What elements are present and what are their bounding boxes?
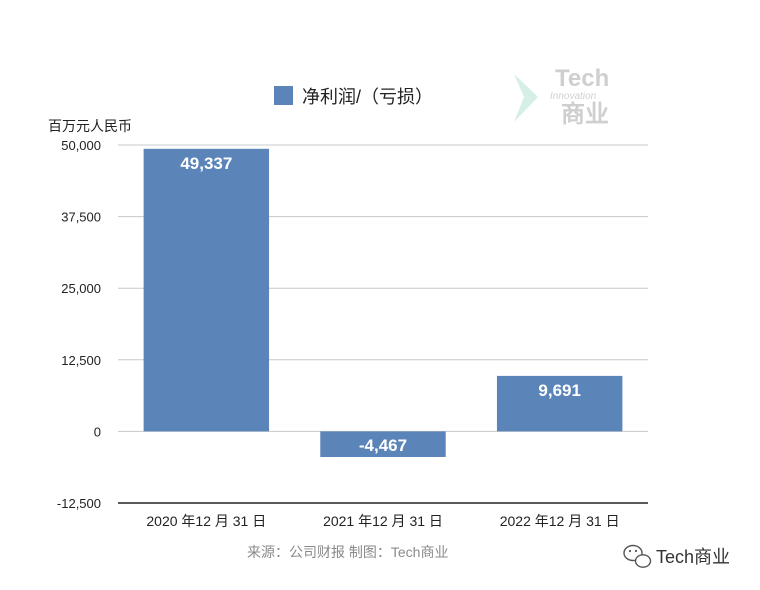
source-note: 来源：公司财报 制图：Tech商业 (247, 544, 448, 560)
y-tick-label: 0 (94, 424, 101, 439)
data-label: 9,691 (538, 381, 581, 400)
x-tick-label: 2020 年12 月 31 日 (146, 513, 266, 529)
brand-name: Tech商业 (656, 547, 730, 567)
watermark-bottom: 商业 (561, 100, 609, 128)
y-tick-label: 12,500 (61, 353, 101, 368)
y-tick-label: 50,000 (61, 138, 101, 153)
data-label: 49,337 (180, 154, 232, 173)
watermark-middle: Innovation (550, 91, 597, 102)
x-tick-label: 2022 年12 月 31 日 (500, 513, 620, 529)
brand-mark: Tech商业 (623, 544, 730, 568)
y-tick-label: -12,500 (57, 496, 101, 511)
x-tick-label: 2021 年12 月 31 日 (323, 513, 443, 529)
legend-swatch (274, 86, 293, 105)
watermark-top: Tech (555, 65, 609, 92)
wechat-icon (623, 544, 652, 568)
y-tick-label: 37,500 (61, 210, 101, 225)
watermark-logo: Tech Innovation 商业 (514, 65, 609, 128)
chart-title: 净利润/（亏损） (302, 87, 433, 107)
data-label: -4,467 (359, 436, 407, 455)
y-axis-label: 百万元人民币 (48, 118, 132, 134)
y-tick-label: 25,000 (61, 281, 101, 296)
bar (320, 431, 446, 457)
bar (496, 375, 623, 432)
watermark-arrow-icon (514, 74, 538, 122)
bar (143, 148, 270, 432)
